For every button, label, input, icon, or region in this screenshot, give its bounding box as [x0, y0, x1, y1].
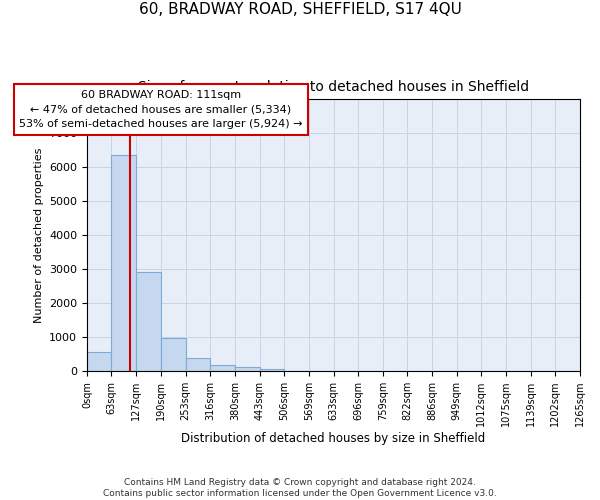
Title: Size of property relative to detached houses in Sheffield: Size of property relative to detached ho… [138, 80, 529, 94]
Bar [136, 272, 161, 371]
Bar [235, 367, 260, 371]
Text: Contains HM Land Registry data © Crown copyright and database right 2024.
Contai: Contains HM Land Registry data © Crown c… [103, 478, 497, 498]
Bar [161, 338, 185, 371]
Bar [112, 156, 136, 371]
Bar [185, 358, 210, 371]
Bar [260, 368, 284, 371]
Text: 60 BRADWAY ROAD: 111sqm
← 47% of detached houses are smaller (5,334)
53% of semi: 60 BRADWAY ROAD: 111sqm ← 47% of detache… [19, 90, 303, 130]
Text: 60, BRADWAY ROAD, SHEFFIELD, S17 4QU: 60, BRADWAY ROAD, SHEFFIELD, S17 4QU [139, 2, 461, 18]
Bar [87, 352, 112, 371]
X-axis label: Distribution of detached houses by size in Sheffield: Distribution of detached houses by size … [181, 432, 485, 445]
Bar [210, 366, 235, 371]
Y-axis label: Number of detached properties: Number of detached properties [34, 148, 44, 323]
